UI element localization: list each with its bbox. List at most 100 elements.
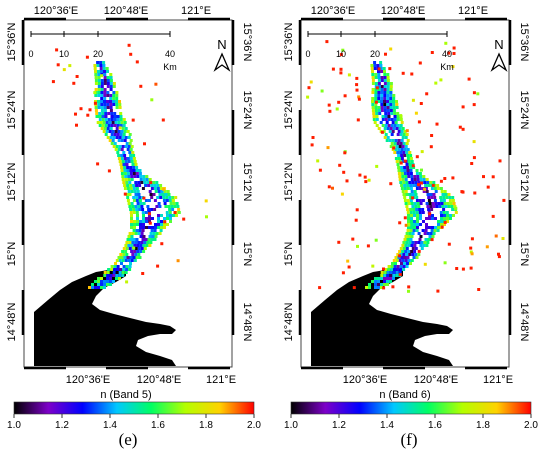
lake-pixel bbox=[410, 244, 414, 247]
lake-pixel bbox=[140, 232, 144, 235]
lake-pixel bbox=[205, 215, 208, 219]
lake-pixel bbox=[110, 133, 114, 136]
lake-pixel bbox=[383, 100, 386, 103]
lake-pixel bbox=[119, 115, 123, 118]
lake-pixel bbox=[163, 217, 166, 220]
lake-pixel bbox=[455, 267, 459, 270]
lake-pixel bbox=[409, 229, 413, 232]
lake-pixel bbox=[141, 208, 145, 211]
lake-pixel bbox=[386, 280, 389, 283]
lake-pixel bbox=[389, 85, 393, 88]
lake-pixel bbox=[340, 192, 344, 196]
lake-pixel bbox=[394, 121, 398, 124]
lake-pixel bbox=[111, 130, 115, 133]
lake-pixel bbox=[97, 70, 100, 73]
lake-pixel bbox=[144, 199, 148, 202]
lake-pixel bbox=[380, 277, 383, 280]
lake-pixel bbox=[130, 145, 134, 148]
lake-pixel bbox=[413, 178, 417, 181]
lake-pixel bbox=[423, 187, 427, 191]
lake-pixel bbox=[135, 169, 139, 172]
lake-pixel bbox=[377, 76, 381, 79]
lake-pixel bbox=[437, 202, 441, 205]
lake-pixel bbox=[109, 85, 113, 88]
lake-pixel bbox=[96, 121, 100, 124]
lake-pixel bbox=[155, 181, 159, 184]
lake-pixel bbox=[498, 159, 502, 163]
lake-pixel bbox=[413, 190, 417, 193]
lake-pixel bbox=[445, 211, 449, 214]
lake-pixel bbox=[357, 97, 361, 101]
lake-pixel bbox=[447, 242, 451, 246]
lake-pixel bbox=[449, 202, 453, 205]
lake-pixel bbox=[157, 226, 160, 229]
lake-pixel bbox=[96, 64, 100, 67]
lake-pixel bbox=[115, 136, 119, 139]
lake-pixel bbox=[412, 211, 416, 214]
lake-pixel bbox=[132, 256, 136, 259]
lake-pixel bbox=[99, 67, 103, 70]
lake-pixel bbox=[116, 115, 120, 118]
lake-pixel bbox=[97, 277, 100, 280]
lake-pixel bbox=[443, 217, 446, 220]
lake-pixel bbox=[113, 115, 117, 118]
lake-pixel bbox=[418, 172, 422, 175]
lake-pixel bbox=[123, 130, 127, 133]
lake-pixel bbox=[482, 175, 485, 179]
lake-pixel bbox=[100, 91, 104, 94]
lake-pixel bbox=[154, 226, 157, 229]
lake-pixel bbox=[126, 187, 130, 190]
lake-pixel bbox=[135, 196, 139, 199]
lake-pixel bbox=[309, 80, 313, 84]
lake-pixel bbox=[127, 235, 131, 238]
lake-pixel bbox=[130, 190, 134, 193]
water-body bbox=[311, 268, 453, 366]
lake-pixel bbox=[413, 250, 417, 253]
lake-pixel bbox=[135, 256, 139, 259]
lake-pixel bbox=[411, 253, 415, 256]
lake-pixel bbox=[132, 184, 136, 187]
lake-pixel bbox=[98, 112, 102, 115]
lake-pixel bbox=[138, 169, 142, 172]
lake-pixel bbox=[408, 181, 412, 184]
lake-pixel bbox=[140, 181, 144, 184]
lake-pixel bbox=[428, 202, 432, 205]
lake-pixel bbox=[383, 70, 386, 73]
lake-pixel bbox=[502, 198, 506, 202]
lake-pixel bbox=[374, 277, 377, 280]
lake-pixel bbox=[118, 274, 122, 277]
lake-pixel bbox=[343, 151, 347, 155]
lake-pixel bbox=[383, 274, 387, 277]
lake-pixel bbox=[124, 160, 128, 163]
lake-pixel bbox=[88, 108, 92, 112]
lake-pixel bbox=[380, 109, 384, 112]
left-label-3: 15°12'N bbox=[6, 162, 18, 201]
lake-pixel bbox=[124, 178, 128, 181]
lake-pixel bbox=[380, 94, 384, 97]
lake-pixel bbox=[404, 223, 408, 227]
lake-pixel bbox=[409, 238, 413, 241]
lake-pixel bbox=[103, 286, 106, 289]
lake-pixel bbox=[436, 229, 440, 232]
lake-pixel bbox=[160, 242, 164, 246]
lake-pixel bbox=[163, 220, 167, 224]
lake-pixel bbox=[439, 187, 443, 190]
lake-pixel bbox=[430, 238, 434, 242]
lake-pixel bbox=[497, 252, 500, 256]
lake-pixel bbox=[104, 118, 108, 121]
lake-pixel bbox=[134, 205, 138, 208]
colorbar-label: n (Band 5) bbox=[100, 389, 151, 401]
lake-pixel bbox=[110, 142, 114, 145]
lake-pixel bbox=[106, 94, 110, 97]
lake-pixel bbox=[153, 199, 157, 202]
lake-pixel bbox=[378, 112, 382, 115]
lake-pixel bbox=[414, 181, 418, 184]
lake-pixel bbox=[377, 277, 380, 280]
lake-pixel bbox=[427, 208, 431, 211]
lake-pixel bbox=[320, 89, 324, 93]
lake-pixel bbox=[112, 82, 116, 85]
lake-pixel bbox=[429, 181, 433, 184]
lake-pixel bbox=[106, 274, 110, 277]
lake-pixel bbox=[133, 244, 137, 247]
lake-pixel bbox=[411, 181, 415, 184]
